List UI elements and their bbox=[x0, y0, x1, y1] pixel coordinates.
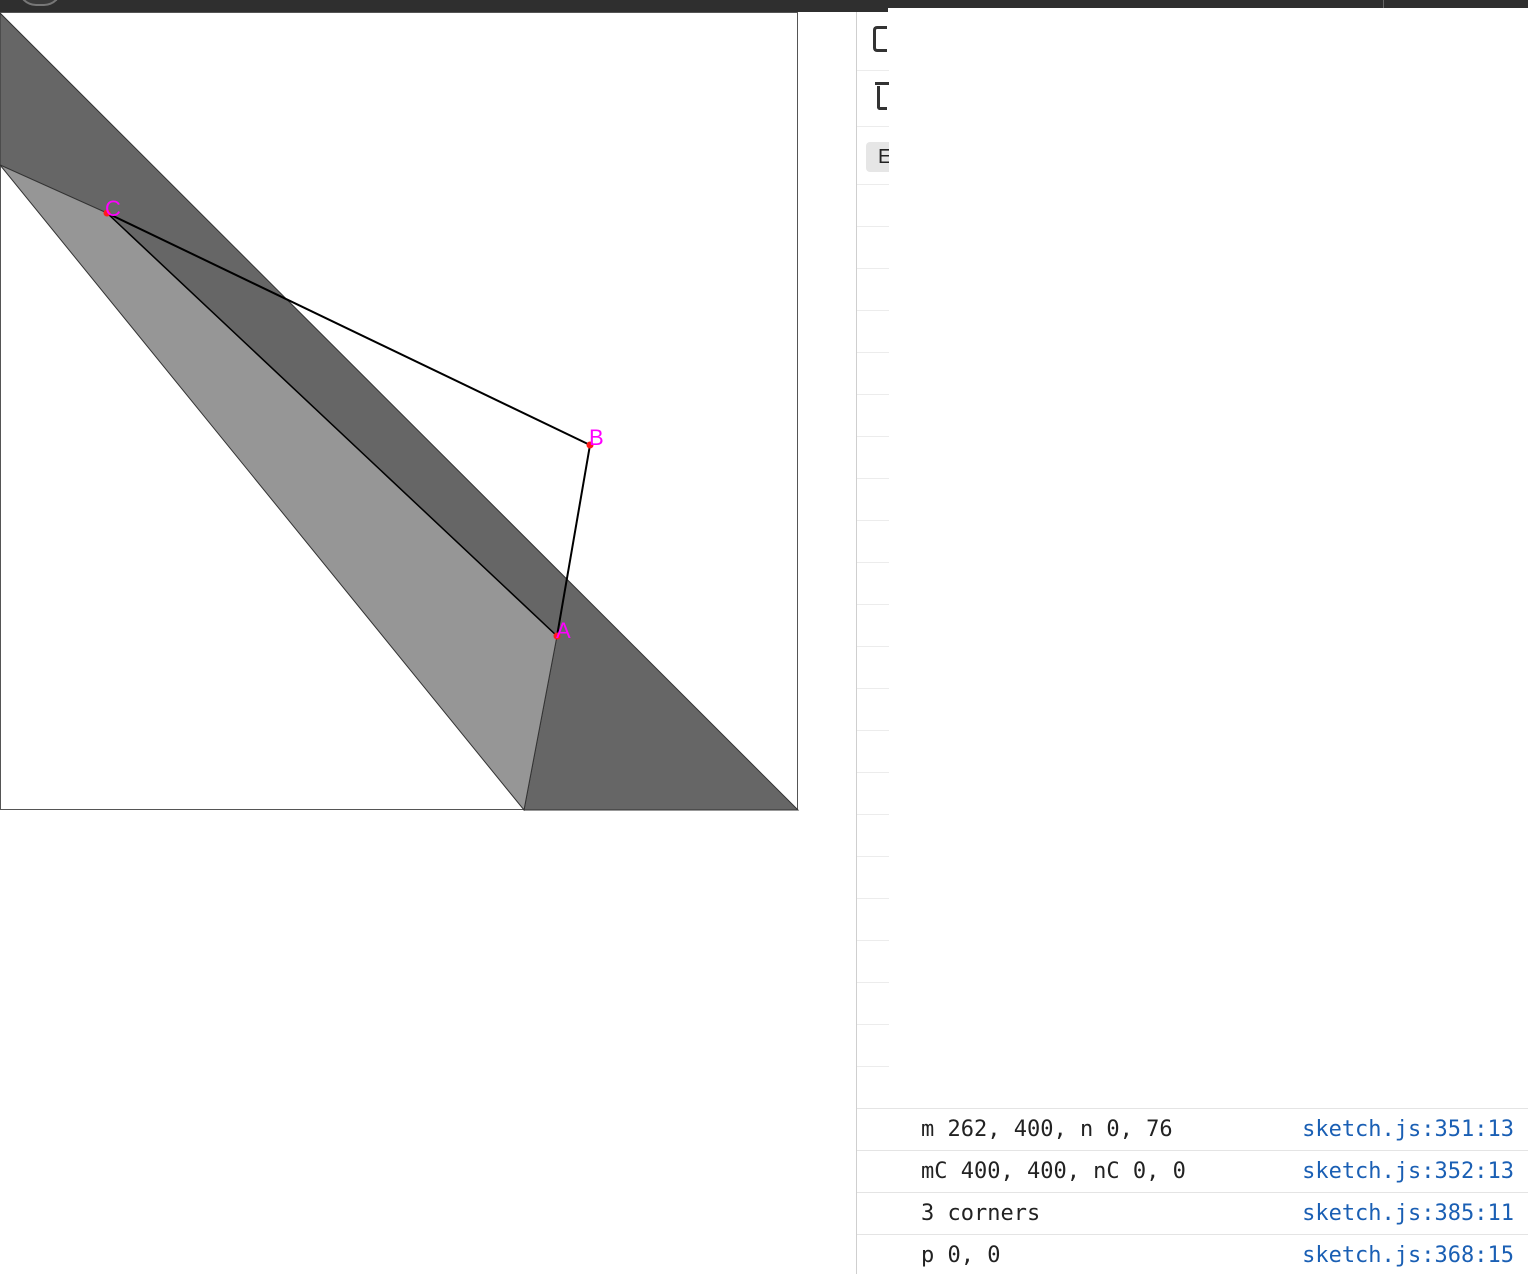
segment-c-b bbox=[106, 212, 591, 446]
divider bbox=[857, 520, 889, 521]
divider bbox=[857, 478, 889, 479]
divider bbox=[857, 688, 889, 689]
divider bbox=[857, 940, 889, 941]
trash-icon-lid bbox=[875, 82, 889, 85]
divider bbox=[857, 310, 889, 311]
console-row: 3 corners sketch.js:385:11 bbox=[857, 1192, 1528, 1234]
divider bbox=[857, 126, 889, 127]
divider bbox=[857, 898, 889, 899]
console-source-link[interactable]: sketch.js:352:13 bbox=[1302, 1159, 1514, 1184]
segment-c-a bbox=[106, 212, 558, 637]
divider bbox=[857, 730, 889, 731]
devtools-toolbar bbox=[888, 0, 1528, 8]
devtools-panel: E bbox=[856, 12, 889, 1274]
divider bbox=[857, 1066, 889, 1067]
divider bbox=[857, 70, 889, 71]
divider bbox=[857, 982, 889, 983]
console-row: mC 400, 400, nC 0, 0 sketch.js:352:13 bbox=[857, 1150, 1528, 1192]
console-log: m 262, 400, n 0, 76 sketch.js:351:13 mC … bbox=[857, 1108, 1528, 1274]
point-b-marker[interactable] bbox=[586, 441, 594, 449]
divider bbox=[857, 394, 889, 395]
trash-icon[interactable] bbox=[877, 86, 887, 110]
point-c-marker[interactable] bbox=[103, 209, 111, 217]
console-row: m 262, 400, n 0, 76 sketch.js:351:13 bbox=[857, 1108, 1528, 1150]
toolbar-divider bbox=[1383, 0, 1384, 8]
divider bbox=[857, 814, 889, 815]
point-c-label: C bbox=[105, 196, 121, 221]
console-message: m 262, 400, n 0, 76 bbox=[921, 1117, 1173, 1142]
divider bbox=[857, 1024, 889, 1025]
divider bbox=[857, 436, 889, 437]
segment-b-a bbox=[556, 444, 591, 637]
console-source-link[interactable]: sketch.js:385:11 bbox=[1302, 1201, 1514, 1226]
point-a-marker[interactable] bbox=[553, 632, 561, 640]
point-a-label: A bbox=[556, 618, 571, 643]
sketch-canvas[interactable]: A B C bbox=[0, 0, 800, 814]
filter-chip[interactable]: E bbox=[866, 142, 889, 172]
divider bbox=[857, 856, 889, 857]
divider bbox=[857, 604, 889, 605]
divider bbox=[857, 562, 889, 563]
clear-console-icon[interactable] bbox=[873, 26, 887, 52]
console-row: p 0, 0 sketch.js:368:15 bbox=[857, 1234, 1528, 1274]
point-b-label: B bbox=[589, 425, 604, 450]
console-source-link[interactable]: sketch.js:368:15 bbox=[1302, 1243, 1514, 1268]
console-message: 3 corners bbox=[921, 1201, 1041, 1226]
divider bbox=[857, 646, 889, 647]
divider bbox=[857, 352, 889, 353]
divider bbox=[857, 184, 889, 185]
console-message: mC 400, 400, nC 0, 0 bbox=[921, 1159, 1186, 1184]
console-source-link[interactable]: sketch.js:351:13 bbox=[1302, 1117, 1514, 1142]
divider bbox=[857, 772, 889, 773]
divider bbox=[857, 268, 889, 269]
browser-toolbar-left bbox=[0, 0, 888, 12]
console-message: p 0, 0 bbox=[921, 1243, 1001, 1268]
divider bbox=[857, 226, 889, 227]
